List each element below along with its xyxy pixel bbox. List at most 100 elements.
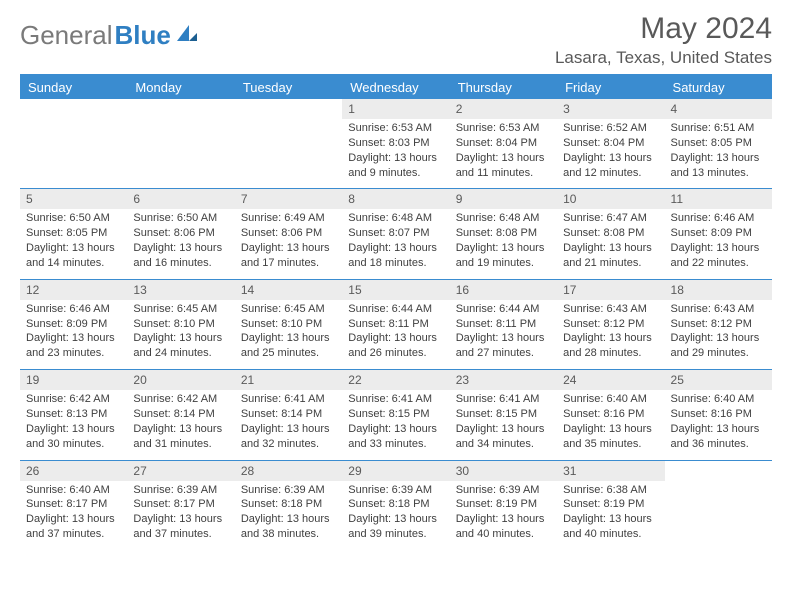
day-number: 23 — [450, 370, 557, 390]
calendar-cell: 6Sunrise: 6:50 AMSunset: 8:06 PMDaylight… — [127, 189, 234, 279]
calendar-row: 26Sunrise: 6:40 AMSunset: 8:17 PMDayligh… — [20, 460, 772, 550]
calendar-cell: 30Sunrise: 6:39 AMSunset: 8:19 PMDayligh… — [450, 460, 557, 550]
day-number: 7 — [235, 189, 342, 209]
calendar-cell: 15Sunrise: 6:44 AMSunset: 8:11 PMDayligh… — [342, 279, 449, 369]
calendar-cell: 23Sunrise: 6:41 AMSunset: 8:15 PMDayligh… — [450, 370, 557, 460]
calendar-cell: 18Sunrise: 6:43 AMSunset: 8:12 PMDayligh… — [665, 279, 772, 369]
calendar-cell-empty — [127, 99, 234, 189]
day-details: Sunrise: 6:40 AMSunset: 8:17 PMDaylight:… — [20, 481, 127, 550]
day-details: Sunrise: 6:39 AMSunset: 8:17 PMDaylight:… — [127, 481, 234, 550]
day-number: 10 — [557, 189, 664, 209]
day-number: 31 — [557, 461, 664, 481]
day-details: Sunrise: 6:46 AMSunset: 8:09 PMDaylight:… — [20, 300, 127, 369]
day-number: 20 — [127, 370, 234, 390]
weekday-header-row: SundayMondayTuesdayWednesdayThursdayFrid… — [20, 75, 772, 99]
day-details: Sunrise: 6:41 AMSunset: 8:15 PMDaylight:… — [342, 390, 449, 459]
weekday-header: Saturday — [665, 75, 772, 99]
calendar-cell: 16Sunrise: 6:44 AMSunset: 8:11 PMDayligh… — [450, 279, 557, 369]
day-details: Sunrise: 6:49 AMSunset: 8:06 PMDaylight:… — [235, 209, 342, 278]
day-number: 1 — [342, 99, 449, 119]
calendar-cell-empty — [235, 99, 342, 189]
weekday-header: Wednesday — [342, 75, 449, 99]
day-number: 13 — [127, 280, 234, 300]
calendar-cell: 3Sunrise: 6:52 AMSunset: 8:04 PMDaylight… — [557, 99, 664, 189]
calendar-cell: 29Sunrise: 6:39 AMSunset: 8:18 PMDayligh… — [342, 460, 449, 550]
day-details: Sunrise: 6:48 AMSunset: 8:08 PMDaylight:… — [450, 209, 557, 278]
calendar-cell: 8Sunrise: 6:48 AMSunset: 8:07 PMDaylight… — [342, 189, 449, 279]
day-details: Sunrise: 6:43 AMSunset: 8:12 PMDaylight:… — [665, 300, 772, 369]
logo: GeneralBlue — [20, 20, 199, 51]
day-number: 3 — [557, 99, 664, 119]
day-number: 25 — [665, 370, 772, 390]
calendar-cell: 25Sunrise: 6:40 AMSunset: 8:16 PMDayligh… — [665, 370, 772, 460]
calendar-cell: 20Sunrise: 6:42 AMSunset: 8:14 PMDayligh… — [127, 370, 234, 460]
day-details: Sunrise: 6:51 AMSunset: 8:05 PMDaylight:… — [665, 119, 772, 188]
location-text: Lasara, Texas, United States — [555, 48, 772, 68]
day-number: 2 — [450, 99, 557, 119]
calendar-cell: 9Sunrise: 6:48 AMSunset: 8:08 PMDaylight… — [450, 189, 557, 279]
calendar-cell: 17Sunrise: 6:43 AMSunset: 8:12 PMDayligh… — [557, 279, 664, 369]
day-details: Sunrise: 6:44 AMSunset: 8:11 PMDaylight:… — [450, 300, 557, 369]
weekday-header: Sunday — [20, 75, 127, 99]
calendar-body: 1Sunrise: 6:53 AMSunset: 8:03 PMDaylight… — [20, 99, 772, 550]
day-number: 4 — [665, 99, 772, 119]
calendar-cell: 14Sunrise: 6:45 AMSunset: 8:10 PMDayligh… — [235, 279, 342, 369]
calendar-row: 1Sunrise: 6:53 AMSunset: 8:03 PMDaylight… — [20, 99, 772, 189]
day-details: Sunrise: 6:42 AMSunset: 8:14 PMDaylight:… — [127, 390, 234, 459]
day-details: Sunrise: 6:42 AMSunset: 8:13 PMDaylight:… — [20, 390, 127, 459]
calendar-cell: 4Sunrise: 6:51 AMSunset: 8:05 PMDaylight… — [665, 99, 772, 189]
day-details: Sunrise: 6:50 AMSunset: 8:05 PMDaylight:… — [20, 209, 127, 278]
header: GeneralBlue May 2024 Lasara, Texas, Unit… — [20, 12, 772, 68]
day-details: Sunrise: 6:47 AMSunset: 8:08 PMDaylight:… — [557, 209, 664, 278]
day-number: 29 — [342, 461, 449, 481]
day-details: Sunrise: 6:48 AMSunset: 8:07 PMDaylight:… — [342, 209, 449, 278]
calendar-cell: 7Sunrise: 6:49 AMSunset: 8:06 PMDaylight… — [235, 189, 342, 279]
day-number: 12 — [20, 280, 127, 300]
weekday-header: Thursday — [450, 75, 557, 99]
calendar-cell: 21Sunrise: 6:41 AMSunset: 8:14 PMDayligh… — [235, 370, 342, 460]
day-details: Sunrise: 6:50 AMSunset: 8:06 PMDaylight:… — [127, 209, 234, 278]
calendar-row: 5Sunrise: 6:50 AMSunset: 8:05 PMDaylight… — [20, 189, 772, 279]
calendar-cell: 31Sunrise: 6:38 AMSunset: 8:19 PMDayligh… — [557, 460, 664, 550]
calendar-row: 19Sunrise: 6:42 AMSunset: 8:13 PMDayligh… — [20, 370, 772, 460]
calendar-cell: 11Sunrise: 6:46 AMSunset: 8:09 PMDayligh… — [665, 189, 772, 279]
day-details: Sunrise: 6:40 AMSunset: 8:16 PMDaylight:… — [557, 390, 664, 459]
weekday-header: Tuesday — [235, 75, 342, 99]
day-number: 6 — [127, 189, 234, 209]
day-number: 26 — [20, 461, 127, 481]
day-details: Sunrise: 6:45 AMSunset: 8:10 PMDaylight:… — [235, 300, 342, 369]
calendar-cell: 22Sunrise: 6:41 AMSunset: 8:15 PMDayligh… — [342, 370, 449, 460]
calendar-cell-empty — [665, 460, 772, 550]
calendar-cell: 5Sunrise: 6:50 AMSunset: 8:05 PMDaylight… — [20, 189, 127, 279]
day-number: 17 — [557, 280, 664, 300]
day-number: 16 — [450, 280, 557, 300]
day-number: 27 — [127, 461, 234, 481]
day-details: Sunrise: 6:41 AMSunset: 8:15 PMDaylight:… — [450, 390, 557, 459]
calendar-cell: 19Sunrise: 6:42 AMSunset: 8:13 PMDayligh… — [20, 370, 127, 460]
day-number: 8 — [342, 189, 449, 209]
title-block: May 2024 Lasara, Texas, United States — [555, 12, 772, 68]
calendar-cell: 27Sunrise: 6:39 AMSunset: 8:17 PMDayligh… — [127, 460, 234, 550]
month-title: May 2024 — [555, 12, 772, 46]
weekday-header: Monday — [127, 75, 234, 99]
day-number: 21 — [235, 370, 342, 390]
day-details: Sunrise: 6:38 AMSunset: 8:19 PMDaylight:… — [557, 481, 664, 550]
day-details: Sunrise: 6:46 AMSunset: 8:09 PMDaylight:… — [665, 209, 772, 278]
day-number: 5 — [20, 189, 127, 209]
day-details: Sunrise: 6:40 AMSunset: 8:16 PMDaylight:… — [665, 390, 772, 459]
calendar-cell: 2Sunrise: 6:53 AMSunset: 8:04 PMDaylight… — [450, 99, 557, 189]
logo-text-general: General — [20, 20, 113, 51]
calendar-cell: 12Sunrise: 6:46 AMSunset: 8:09 PMDayligh… — [20, 279, 127, 369]
day-number: 30 — [450, 461, 557, 481]
calendar-cell: 26Sunrise: 6:40 AMSunset: 8:17 PMDayligh… — [20, 460, 127, 550]
weekday-header: Friday — [557, 75, 664, 99]
calendar-row: 12Sunrise: 6:46 AMSunset: 8:09 PMDayligh… — [20, 279, 772, 369]
day-number: 9 — [450, 189, 557, 209]
logo-sail-icon — [175, 23, 199, 48]
day-details: Sunrise: 6:53 AMSunset: 8:04 PMDaylight:… — [450, 119, 557, 188]
calendar-cell: 28Sunrise: 6:39 AMSunset: 8:18 PMDayligh… — [235, 460, 342, 550]
day-number: 14 — [235, 280, 342, 300]
day-number: 15 — [342, 280, 449, 300]
day-details: Sunrise: 6:44 AMSunset: 8:11 PMDaylight:… — [342, 300, 449, 369]
calendar-cell-empty — [20, 99, 127, 189]
